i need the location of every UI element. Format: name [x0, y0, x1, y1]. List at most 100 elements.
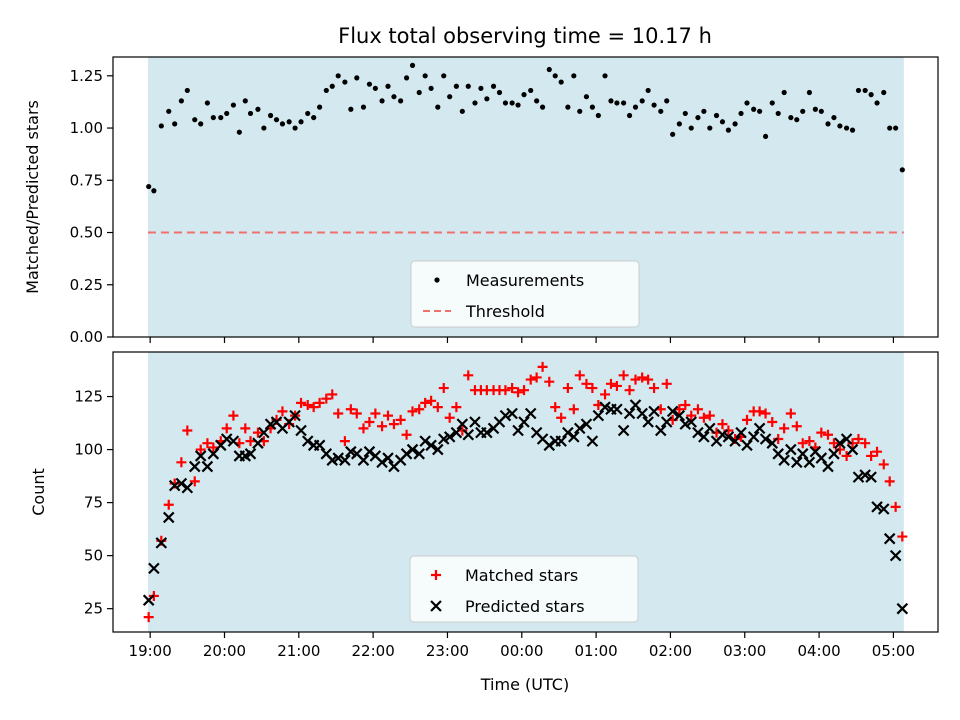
legend: Measurements Threshold [410, 260, 640, 328]
data-point [753, 422, 766, 435]
data-point [822, 460, 834, 473]
data-point [754, 406, 765, 417]
data-point [841, 450, 852, 461]
data-point [791, 456, 803, 469]
data-point [704, 422, 716, 435]
data-point [305, 110, 311, 117]
data-point [828, 448, 840, 460]
data-point [459, 108, 465, 114]
data-point [531, 372, 542, 383]
data-point [773, 433, 784, 444]
data-point [425, 439, 437, 452]
data-point [701, 108, 707, 114]
data-point [481, 426, 493, 439]
data-point [247, 110, 254, 117]
data-point [550, 402, 561, 413]
data-point [195, 444, 206, 455]
data-point [509, 100, 515, 106]
data-point [146, 183, 152, 190]
data-point [513, 387, 524, 398]
y-tick-label: 0.25 [70, 276, 103, 294]
data-point [834, 437, 846, 449]
legend-marker [434, 277, 440, 283]
data-point [735, 426, 747, 439]
data-point [335, 73, 341, 79]
data-point [155, 537, 168, 549]
data-point [614, 100, 620, 106]
data-point [621, 100, 627, 106]
panel-ratio: 0.00 0.25 0.50 0.75 1.00 1.25 Matched/Predicte… [23, 56, 939, 346]
data-point [797, 438, 808, 449]
data-point [577, 108, 583, 114]
data-point [889, 549, 902, 562]
data-point [383, 410, 393, 421]
y-tick-label: 75 [84, 494, 103, 512]
data-point [358, 423, 369, 434]
data-point [602, 73, 608, 79]
data-point [853, 433, 864, 444]
data-point [357, 454, 370, 466]
data-point [181, 481, 194, 494]
data-point [723, 425, 734, 436]
data-point [884, 476, 895, 487]
data-point [463, 370, 474, 381]
data-point [831, 114, 837, 121]
data-point [261, 125, 267, 131]
data-point [342, 79, 348, 85]
y-tick-label: 0.75 [70, 171, 103, 189]
data-point [670, 131, 676, 137]
data-point [528, 87, 534, 94]
data-point [168, 479, 181, 492]
series-measurements [146, 62, 905, 194]
y-tick-label: 25 [84, 600, 103, 618]
data-point [600, 389, 611, 400]
axes-frame [112, 351, 939, 633]
data-point [574, 370, 585, 381]
data-point [210, 114, 216, 121]
data-point [630, 374, 641, 385]
data-point [785, 408, 796, 419]
data-point [890, 501, 901, 512]
data-point [447, 94, 453, 100]
data-point [648, 405, 660, 418]
data-point [828, 438, 839, 449]
data-point [589, 104, 595, 110]
data-point [345, 404, 356, 415]
data-point [311, 114, 317, 121]
data-point [465, 83, 471, 89]
data-point [741, 439, 753, 452]
data-point [189, 476, 200, 487]
data-point [661, 378, 672, 389]
data-point [202, 438, 213, 449]
data-point [779, 423, 790, 434]
data-point [236, 129, 242, 135]
data-point [158, 123, 164, 129]
data-point [391, 94, 397, 100]
data-point [258, 426, 270, 439]
data-point [242, 98, 248, 104]
data-point [351, 408, 362, 419]
data-point [366, 81, 373, 87]
data-point [843, 125, 850, 131]
data-point [321, 393, 332, 404]
data-point [426, 395, 437, 406]
data-point [877, 503, 890, 515]
data-point [611, 403, 623, 416]
data-point [823, 429, 833, 440]
y-tick-label: 0.50 [70, 224, 103, 242]
data-point [747, 431, 760, 443]
data-point [279, 121, 286, 127]
data-point [660, 416, 673, 428]
data-point [435, 104, 441, 110]
data-point [881, 89, 887, 96]
y-tick-label: 0.00 [70, 328, 103, 346]
data-point [751, 106, 757, 112]
data-point [354, 75, 360, 81]
data-point [658, 108, 664, 114]
data-point [379, 98, 385, 104]
data-point [385, 83, 391, 89]
data-point [719, 119, 726, 125]
data-point [292, 125, 298, 131]
data-point [617, 424, 630, 437]
data-point [846, 443, 859, 456]
